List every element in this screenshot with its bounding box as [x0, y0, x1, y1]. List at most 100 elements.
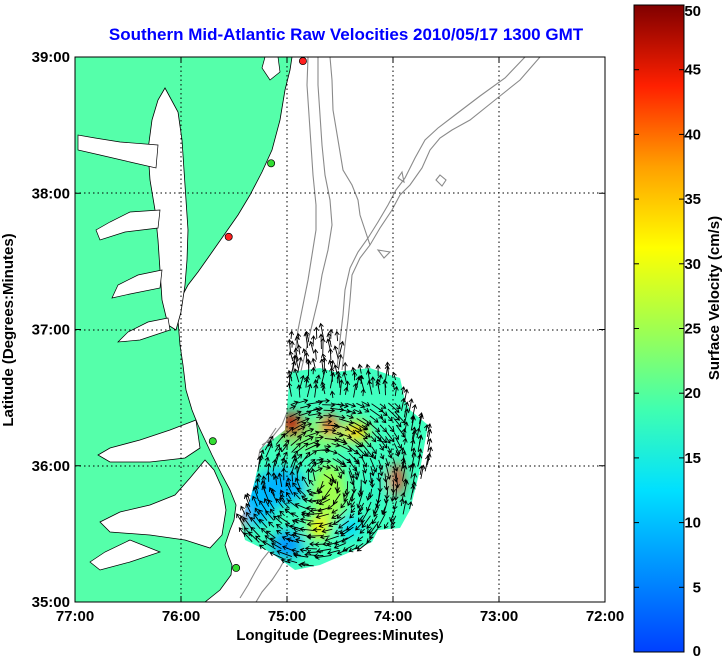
velocity-arrow: [359, 528, 366, 534]
colorbar-tick-label: 40: [684, 126, 701, 143]
velocity-arrow: [350, 501, 356, 509]
velocity-arrow: [389, 509, 396, 522]
velocity-arrow: [299, 526, 315, 532]
velocity-arrow: [323, 413, 333, 419]
velocity-arrow: [267, 499, 275, 510]
velocity-arrow: [281, 426, 294, 439]
colorbar-tick-label: 45: [684, 62, 701, 79]
velocity-arrow: [417, 434, 424, 451]
velocity-arrow: [387, 450, 393, 459]
velocity-arrow: [347, 429, 357, 435]
velocity-arrow: [296, 384, 302, 398]
velocity-arrow: [324, 443, 332, 449]
velocity-arrow: [337, 438, 347, 443]
velocity-arrow: [303, 377, 310, 388]
velocity-arrow: [304, 422, 313, 428]
x-tick-label: 77:00: [56, 608, 94, 625]
velocity-arrow: [385, 436, 391, 444]
velocity-arrow: [296, 487, 306, 497]
velocity-arrow: [315, 513, 330, 520]
velocity-arrow: [365, 501, 372, 512]
velocity-arrow: [348, 547, 356, 553]
velocity-arrow: [350, 507, 356, 514]
velocity-arrow: [297, 425, 306, 431]
velocity-arrow: [384, 522, 389, 530]
velocity-arrow: [289, 340, 295, 348]
velocity-arrow: [276, 530, 282, 535]
colorbar-tick-label: 35: [684, 191, 701, 208]
velocity-arrow: [307, 458, 316, 467]
velocity-arrow: [424, 455, 431, 472]
velocity-arrow: [375, 381, 381, 395]
velocity-arrow: [358, 375, 365, 390]
velocity-arrow: [407, 501, 413, 510]
velocity-arrow: [393, 385, 399, 397]
velocity-arrow: [342, 488, 348, 498]
velocity-arrow: [342, 371, 348, 383]
velocity-arrow: [293, 368, 300, 383]
velocity-arrow: [340, 526, 354, 537]
velocity-arrow: [305, 468, 311, 481]
velocity-arrow: [252, 486, 260, 502]
velocity-arrow: [369, 478, 375, 489]
velocity-arrow: [298, 374, 305, 391]
velocity-arrow: [306, 383, 313, 398]
velocity-arrow: [251, 495, 258, 507]
velocity-arrow: [410, 447, 417, 458]
velocity-arrow: [305, 442, 320, 451]
x-tick-label: 75:00: [268, 608, 306, 625]
velocity-arrow: [348, 423, 363, 432]
velocity-arrow: [355, 521, 365, 531]
velocity-arrow: [357, 515, 364, 523]
station-marker: [267, 159, 276, 168]
velocity-arrow: [326, 332, 332, 347]
velocity-arrow: [299, 547, 307, 553]
velocity-arrow: [361, 515, 371, 529]
velocity-arrow: [331, 414, 346, 420]
velocity-arrow: [333, 345, 339, 360]
velocity-arrow: [293, 354, 299, 369]
velocity-arrow: [294, 477, 301, 489]
velocity-arrow: [262, 540, 276, 550]
velocity-arrow: [327, 348, 334, 361]
velocity-arrow: [369, 457, 378, 473]
velocity-arrow: [401, 464, 408, 481]
velocity-arrow: [306, 549, 324, 555]
velocity-arrow: [394, 450, 400, 457]
velocity-arrow: [331, 423, 341, 429]
velocity-arrow: [334, 537, 348, 545]
velocity-arrow: [268, 487, 278, 502]
velocity-arrow: [254, 507, 260, 516]
velocity-arrow: [313, 348, 319, 360]
y-tick-label: 35:00: [32, 594, 70, 611]
velocity-arrow: [309, 508, 324, 514]
velocity-arrow: [301, 348, 308, 356]
velocity-arrow: [306, 439, 320, 446]
velocity-arrow: [353, 409, 363, 415]
velocity-arrow: [376, 472, 382, 482]
velocity-arrow: [303, 331, 309, 348]
velocity-arrow: [314, 554, 332, 560]
velocity-arrow: [385, 464, 392, 480]
velocity-arrow: [337, 402, 345, 408]
colorbar-tick-label: 5: [693, 579, 701, 596]
velocity-arrow: [337, 443, 353, 452]
velocity-arrow: [393, 458, 399, 472]
y-tick-label: 39:00: [32, 49, 70, 66]
velocity-arrow: [269, 537, 282, 546]
velocity-arrow: [250, 526, 261, 538]
velocity-arrow: [323, 407, 336, 414]
velocity-arrow: [347, 409, 357, 415]
velocity-arrow: [393, 418, 402, 428]
velocity-arrow: [290, 436, 302, 446]
station-marker: [298, 57, 307, 66]
velocity-arrow: [380, 417, 387, 424]
velocity-arrow: [297, 398, 309, 404]
velocity-arrow: [304, 427, 315, 433]
velocity-arrow: [401, 428, 407, 437]
velocity-arrow: [275, 523, 284, 530]
x-tick-label: 73:00: [480, 608, 518, 625]
velocity-arrow: [362, 458, 368, 468]
velocity-arrow: [259, 449, 265, 461]
velocity-arrow: [277, 515, 291, 525]
